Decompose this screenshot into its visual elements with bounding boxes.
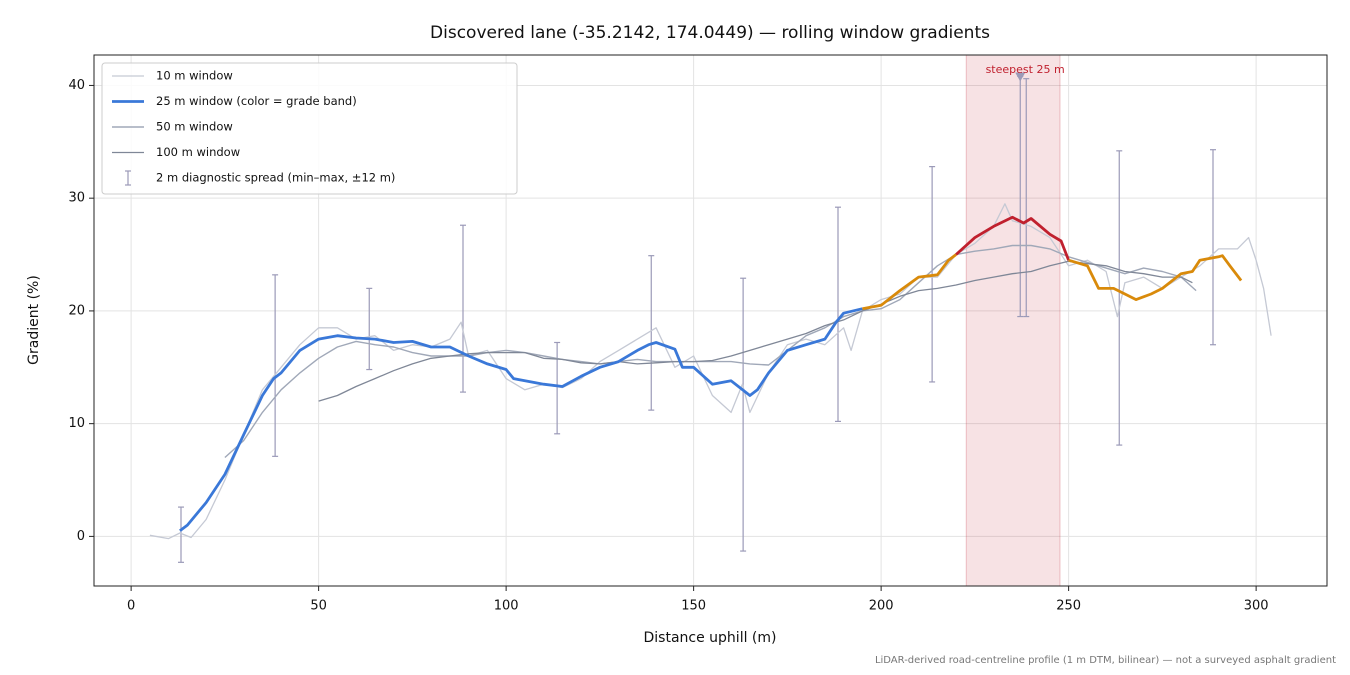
highlight-label: steepest 25 m	[986, 63, 1065, 76]
series-line	[318, 260, 1193, 402]
y-tick-label: 10	[68, 416, 85, 431]
x-tick-label: 200	[869, 599, 894, 614]
series-line	[149, 203, 1272, 540]
series-line	[862, 253, 957, 311]
legend-label: 10 m window	[156, 69, 233, 83]
legend-label: 25 m window (color = grade band)	[156, 94, 357, 108]
legend-label: 2 m diagnostic spread (min–max, ±12 m)	[156, 171, 395, 185]
y-tick-label: 30	[68, 191, 85, 206]
highlight-region	[965, 54, 1061, 587]
series-line	[1068, 254, 1243, 301]
x-tick-label: 300	[1244, 599, 1269, 614]
legend-label: 50 m window	[156, 120, 233, 134]
series-line	[955, 215, 1070, 261]
y-axis-label: Gradient (%)	[26, 275, 42, 365]
y-tick-label: 40	[68, 78, 85, 93]
highlight-marker	[1015, 72, 1026, 82]
plot-frame	[93, 54, 1328, 587]
legend: 10 m window 25 m window (color = grade ba…	[101, 62, 518, 195]
x-axis-label: Distance uphill (m)	[644, 630, 777, 646]
legend-label: 100 m window	[156, 145, 240, 159]
x-tick-label: 150	[681, 599, 706, 614]
x-tick-label: 0	[127, 599, 135, 614]
footnote: LiDAR-derived road-centreline profile (1…	[875, 655, 1336, 666]
chart-title: Discovered lane (-35.2142, 174.0449) — r…	[430, 23, 990, 43]
x-tick-label: 100	[494, 599, 519, 614]
series-line	[179, 307, 863, 532]
series-line	[224, 244, 1197, 459]
legend-box	[101, 62, 518, 195]
x-tick-label: 250	[1056, 599, 1081, 614]
y-tick-label: 0	[77, 529, 85, 544]
y-tick-label: 20	[68, 303, 85, 318]
x-tick-label: 50	[310, 599, 327, 614]
